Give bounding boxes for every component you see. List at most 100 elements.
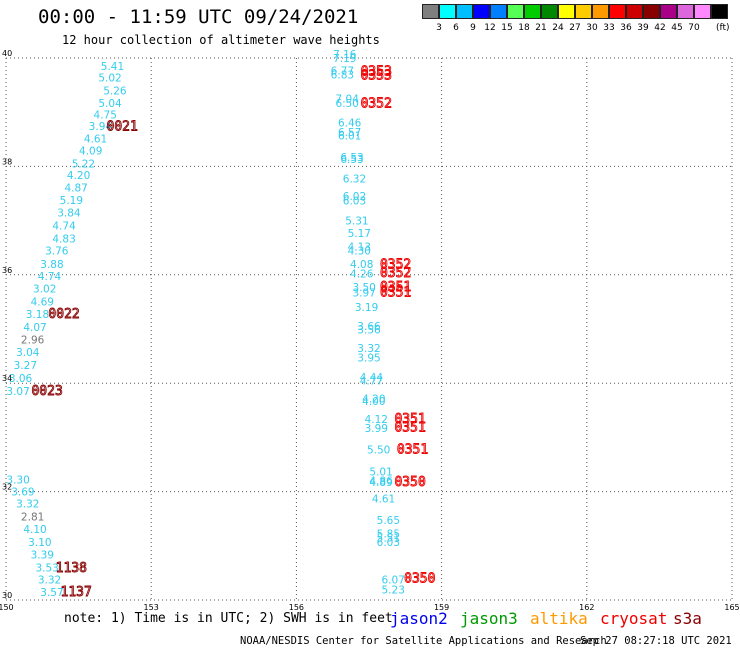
wave-height-value: 5.50 bbox=[367, 445, 390, 457]
wave-height-value: 3.95 bbox=[357, 353, 380, 365]
legend-swatch bbox=[575, 4, 592, 19]
pass-time-label: 0352 bbox=[380, 257, 411, 272]
legend-bin-label: 45 bbox=[671, 23, 683, 33]
wave-height-value: 3.32 bbox=[357, 343, 380, 355]
lon-tick-label: 162 bbox=[579, 603, 594, 612]
legend-swatch bbox=[592, 4, 609, 19]
wave-height-value: 3.27 bbox=[14, 360, 37, 372]
legend-swatch bbox=[643, 4, 660, 19]
wave-height-value: 4.87 bbox=[64, 182, 87, 194]
wave-height-value: 3.50 bbox=[352, 282, 375, 294]
pass-time-label: 0353 bbox=[361, 69, 392, 84]
wave-height-value: 5.17 bbox=[348, 228, 371, 240]
pass-label-layer: 0021002200231138113703530353035203520352… bbox=[31, 64, 436, 601]
legend-bin-label: 9 bbox=[470, 23, 476, 33]
wave-height-value: 4.20 bbox=[362, 394, 385, 406]
wave-height-value: 4.09 bbox=[79, 145, 102, 157]
pass-time-label: 0353 bbox=[361, 64, 392, 79]
legend-bin-label: 12 bbox=[484, 23, 496, 33]
wave-height-value: 7.16 bbox=[333, 49, 357, 61]
wave-height-value: 4.10 bbox=[23, 524, 46, 536]
pass-time-label: 0351 bbox=[380, 280, 411, 295]
lon-tick-label: 156 bbox=[289, 603, 304, 612]
page-title: 00:00 - 11:59 UTC 09/24/2021 bbox=[38, 6, 359, 28]
mission-label: jason3 bbox=[460, 609, 518, 628]
legend-swatch bbox=[490, 4, 507, 19]
wave-height-value: 3.04 bbox=[16, 347, 40, 359]
wave-height-value: 4.74 bbox=[38, 271, 62, 283]
wave-height-value: 3.19 bbox=[355, 302, 378, 314]
map-ticks: 150 153 156 159 162 165 30 32 34 36 38 40 bbox=[0, 49, 740, 612]
legend-swatch bbox=[677, 4, 694, 19]
lon-tick-label: 153 bbox=[144, 603, 159, 612]
wave-height-value: 3.53 bbox=[35, 562, 58, 574]
pass-time-label: 1137 bbox=[61, 585, 92, 600]
wave-height-value: 6.32 bbox=[343, 174, 366, 186]
wave-height-value: 6.57 bbox=[338, 127, 361, 139]
wave-height-value: 5.02 bbox=[98, 72, 121, 84]
pass-time-label: 1138 bbox=[56, 561, 87, 576]
wave-height-value: 2.81 bbox=[21, 511, 44, 523]
legend-swatch bbox=[626, 4, 643, 19]
pass-time-label: 0021 bbox=[107, 120, 138, 135]
lon-tick-label: 159 bbox=[434, 603, 449, 612]
wave-height-value: 3.30 bbox=[6, 474, 29, 486]
legend-swatch bbox=[660, 4, 677, 19]
lon-tick-label: 150 bbox=[0, 603, 14, 612]
wave-height-value: 7.19 bbox=[333, 53, 356, 65]
wave-height-value: 6.01 bbox=[338, 130, 361, 142]
mission-label: altika bbox=[530, 609, 588, 628]
wave-height-value: 4.12 bbox=[365, 414, 388, 426]
legend-swatch bbox=[456, 4, 473, 19]
lat-tick-label: 36 bbox=[2, 266, 12, 275]
legend-swatch bbox=[694, 4, 711, 19]
wave-height-value: 6.53 bbox=[340, 152, 363, 164]
wave-height-value: 3.32 bbox=[16, 498, 39, 510]
wave-height-value: 5.51 bbox=[377, 532, 400, 544]
legend-unit: (ft) bbox=[716, 23, 730, 33]
pass-time-label: 0350 bbox=[404, 572, 435, 587]
pass-time-label: 0350 bbox=[394, 475, 425, 490]
wave-height-value: 2.96 bbox=[21, 335, 45, 347]
lat-tick-label: 38 bbox=[2, 157, 12, 166]
wave-height-value: 3.39 bbox=[31, 549, 54, 561]
observation-layer: 5.415.025.265.044.753.944.614.095.224.20… bbox=[6, 49, 404, 599]
pass-time-label: 0352 bbox=[380, 266, 411, 281]
wave-height-value: 4.30 bbox=[348, 246, 371, 258]
lat-tick-label: 32 bbox=[2, 483, 12, 492]
mission-label: jason2 bbox=[390, 609, 448, 628]
wave-height-value: 3.57 bbox=[40, 587, 63, 599]
pass-time-label: 0351 bbox=[380, 285, 411, 300]
wave-height-value: 3.10 bbox=[28, 537, 51, 549]
wave-height-value: 4.61 bbox=[84, 134, 107, 146]
map-grid bbox=[5, 57, 733, 601]
wave-height-value: 3.99 bbox=[365, 423, 388, 435]
legend-bin-label: 70 bbox=[688, 23, 700, 33]
legend-bin-label: 36 bbox=[620, 23, 632, 33]
wave-height-value: 3.18 bbox=[26, 309, 49, 321]
wave-height-value: 5.04 bbox=[98, 98, 122, 110]
wave-height-value: 5.23 bbox=[382, 584, 405, 596]
wave-height-value: 4.75 bbox=[94, 110, 117, 122]
legend-bin-label: 6 bbox=[453, 23, 459, 33]
pass-time-label: 0351 bbox=[394, 420, 425, 435]
wave-height-value: 4.00 bbox=[362, 396, 385, 408]
wave-height-value: 5.22 bbox=[72, 158, 95, 170]
wave-height-value: 4.83 bbox=[52, 233, 75, 245]
pass-time-label: 0023 bbox=[31, 384, 62, 399]
wave-height-value: 5.65 bbox=[377, 515, 400, 527]
wave-height-value: 5.85 bbox=[377, 529, 400, 541]
wave-height-value: 5.41 bbox=[101, 61, 124, 73]
mission-label: s3a bbox=[673, 609, 702, 628]
legend-bin-label: 24 bbox=[552, 23, 564, 33]
legend-bin-label: 27 bbox=[569, 23, 581, 33]
wave-height-value: 6.50 bbox=[336, 98, 359, 110]
wave-height-value: 4.44 bbox=[360, 372, 384, 384]
wave-height-value: 3.84 bbox=[57, 207, 81, 219]
wave-height-value: 5.26 bbox=[103, 85, 127, 97]
wave-height-value: 4.07 bbox=[23, 322, 46, 334]
lat-tick-label: 30 bbox=[2, 591, 12, 600]
wave-height-value: 4.89 bbox=[369, 477, 392, 489]
wave-height-value: 6.03 bbox=[377, 537, 400, 549]
